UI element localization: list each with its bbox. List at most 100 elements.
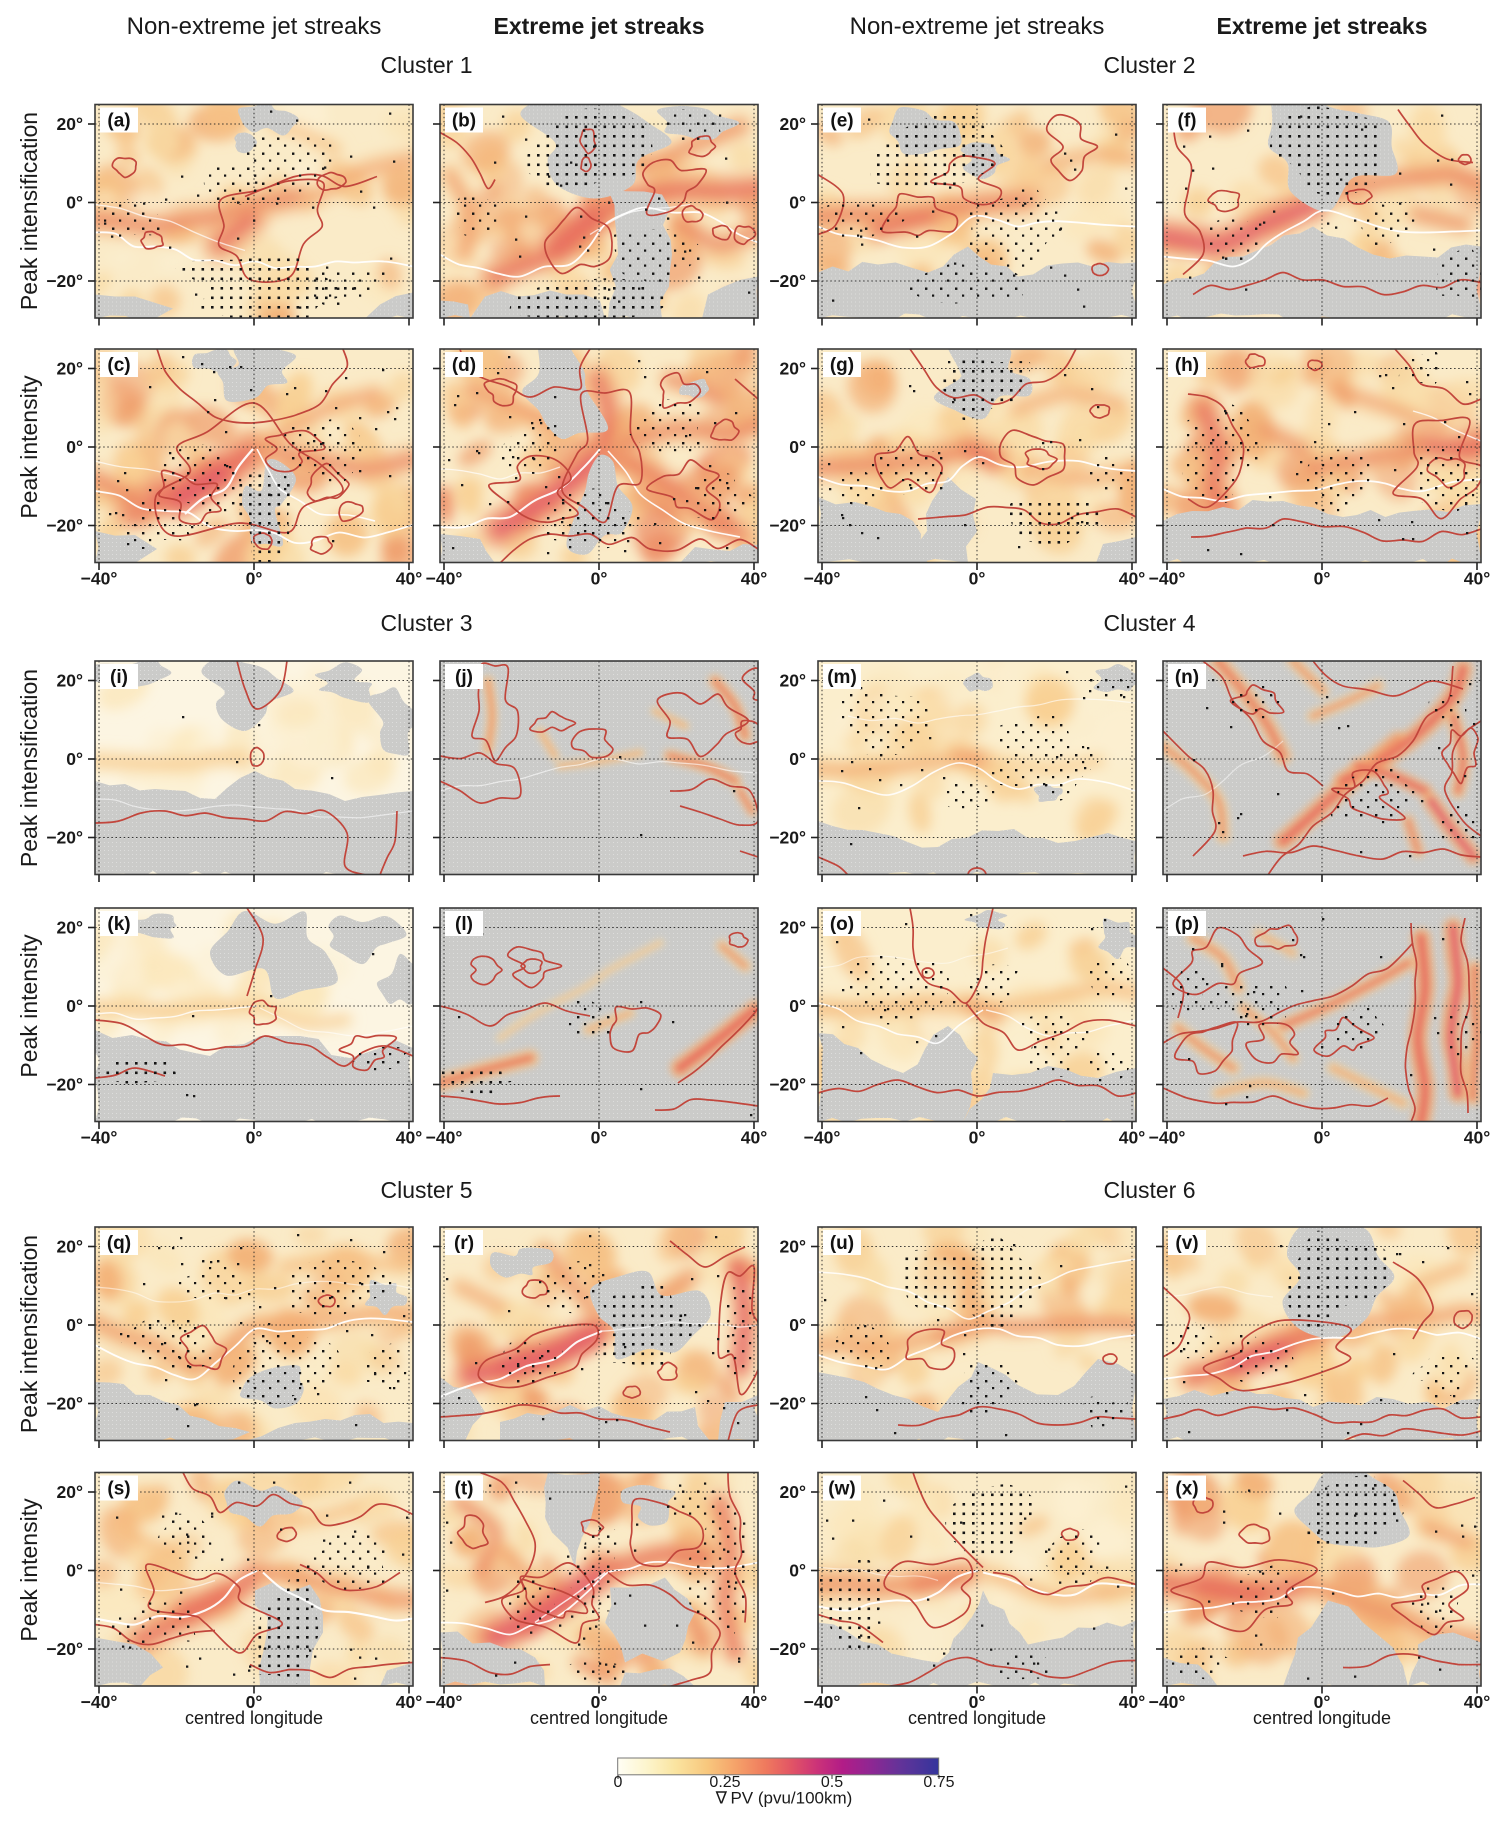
svg-text:Cluster 1: Cluster 1 [380, 52, 472, 78]
svg-text:20°: 20° [57, 1237, 83, 1257]
svg-text:−20°: −20° [769, 1639, 806, 1659]
svg-text:20°: 20° [780, 359, 806, 379]
svg-text:20°: 20° [780, 114, 806, 134]
svg-text:20°: 20° [57, 918, 83, 938]
svg-text:0: 0 [614, 1774, 623, 1791]
svg-text:0°: 0° [789, 437, 806, 457]
svg-text:20°: 20° [780, 1237, 806, 1257]
svg-text:(f): (f) [1178, 111, 1197, 132]
svg-text:−20°: −20° [46, 271, 83, 291]
svg-text:20°: 20° [780, 671, 806, 691]
svg-text:0°: 0° [66, 1315, 83, 1335]
svg-text:0°: 0° [789, 1561, 806, 1581]
svg-text:Peak intensification: Peak intensification [16, 112, 42, 310]
svg-text:0°: 0° [1314, 1128, 1331, 1148]
svg-text:−20°: −20° [769, 1075, 806, 1095]
svg-text:Non-extreme jet streaks: Non-extreme jet streaks [850, 13, 1105, 40]
svg-text:Cluster 2: Cluster 2 [1103, 52, 1195, 78]
svg-text:0.25: 0.25 [709, 1774, 740, 1791]
svg-text:0°: 0° [591, 569, 608, 589]
svg-text:(b): (b) [452, 111, 476, 132]
svg-text:−20°: −20° [769, 828, 806, 848]
svg-text:0°: 0° [66, 193, 83, 213]
svg-text:0°: 0° [246, 1128, 263, 1148]
svg-text:(r): (r) [454, 1233, 474, 1254]
svg-text:(w): (w) [828, 1479, 855, 1500]
svg-text:0°: 0° [1314, 1692, 1331, 1712]
svg-text:0.75: 0.75 [923, 1774, 954, 1791]
svg-text:−20°: −20° [46, 1075, 83, 1095]
svg-text:−40°: −40° [426, 1692, 463, 1712]
svg-text:−20°: −20° [46, 516, 83, 536]
svg-text:(l): (l) [455, 914, 473, 935]
svg-text:(x): (x) [1175, 1479, 1198, 1500]
svg-text:centred longitude: centred longitude [530, 1708, 668, 1728]
svg-text:(m): (m) [827, 667, 857, 688]
svg-text:−20°: −20° [46, 828, 83, 848]
svg-text:20°: 20° [780, 918, 806, 938]
svg-text:(v): (v) [1175, 1233, 1198, 1254]
svg-text:Cluster 5: Cluster 5 [380, 1177, 472, 1203]
svg-text:0°: 0° [66, 1561, 83, 1581]
svg-text:40°: 40° [396, 1692, 422, 1712]
svg-text:0°: 0° [969, 569, 986, 589]
svg-text:0°: 0° [246, 1692, 263, 1712]
svg-text:40°: 40° [741, 1692, 767, 1712]
svg-text:−20°: −20° [769, 271, 806, 291]
svg-text:−40°: −40° [804, 1128, 841, 1148]
svg-text:Peak intensity: Peak intensity [16, 375, 42, 519]
svg-text:0°: 0° [246, 569, 263, 589]
svg-text:0°: 0° [789, 996, 806, 1016]
svg-text:40°: 40° [1119, 1128, 1145, 1148]
svg-text:(a): (a) [107, 111, 130, 132]
svg-text:(e): (e) [830, 111, 853, 132]
svg-text:−40°: −40° [81, 1128, 118, 1148]
svg-text:0°: 0° [969, 1692, 986, 1712]
svg-text:Cluster 4: Cluster 4 [1103, 610, 1195, 636]
svg-text:0°: 0° [789, 1315, 806, 1335]
svg-text:0°: 0° [66, 996, 83, 1016]
svg-text:0°: 0° [591, 1128, 608, 1148]
svg-text:0°: 0° [1314, 569, 1331, 589]
svg-text:Cluster 6: Cluster 6 [1103, 1177, 1195, 1203]
svg-text:Peak intensity: Peak intensity [16, 1498, 42, 1642]
svg-text:20°: 20° [57, 359, 83, 379]
svg-text:(s): (s) [107, 1479, 130, 1500]
svg-text:(t): (t) [455, 1479, 474, 1500]
svg-text:0°: 0° [66, 437, 83, 457]
svg-text:Peak intensification: Peak intensification [16, 1235, 42, 1433]
svg-text:40°: 40° [396, 1128, 422, 1148]
svg-text:Peak intensification: Peak intensification [16, 669, 42, 867]
svg-text:centred longitude: centred longitude [908, 1708, 1046, 1728]
svg-text:20°: 20° [57, 1482, 83, 1502]
svg-text:−40°: −40° [804, 1692, 841, 1712]
svg-text:−20°: −20° [46, 1394, 83, 1414]
svg-text:−20°: −20° [769, 516, 806, 536]
svg-text:−40°: −40° [1149, 569, 1186, 589]
svg-text:20°: 20° [57, 114, 83, 134]
svg-text:40°: 40° [1464, 1128, 1490, 1148]
svg-text:Peak intensity: Peak intensity [16, 934, 42, 1078]
svg-text:20°: 20° [780, 1482, 806, 1502]
svg-text:(g): (g) [830, 355, 854, 376]
svg-text:−40°: −40° [1149, 1128, 1186, 1148]
svg-text:(h): (h) [1175, 355, 1199, 376]
svg-text:−40°: −40° [426, 569, 463, 589]
svg-text:Non-extreme jet streaks: Non-extreme jet streaks [127, 13, 382, 40]
svg-text:−40°: −40° [81, 1692, 118, 1712]
svg-text:0°: 0° [591, 1692, 608, 1712]
svg-text:−20°: −20° [769, 1394, 806, 1414]
svg-text:20°: 20° [57, 671, 83, 691]
svg-text:∇ PV (pvu/100km): ∇ PV (pvu/100km) [715, 1789, 853, 1808]
svg-text:40°: 40° [741, 569, 767, 589]
svg-text:0°: 0° [66, 749, 83, 769]
svg-text:−40°: −40° [81, 569, 118, 589]
svg-text:Cluster 3: Cluster 3 [380, 610, 472, 636]
svg-text:(k): (k) [107, 914, 130, 935]
svg-text:Extreme jet streaks: Extreme jet streaks [494, 13, 705, 39]
svg-text:−40°: −40° [804, 569, 841, 589]
svg-text:(c): (c) [107, 355, 130, 376]
svg-text:40°: 40° [1464, 569, 1490, 589]
svg-text:−20°: −20° [46, 1639, 83, 1659]
svg-text:(u): (u) [830, 1233, 854, 1254]
